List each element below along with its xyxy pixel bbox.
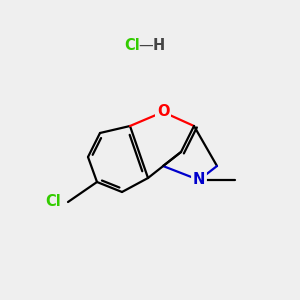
Text: —: — — [139, 38, 153, 52]
Text: Cl: Cl — [45, 194, 61, 209]
Text: N: N — [193, 172, 205, 188]
Text: O: O — [157, 104, 169, 119]
Text: H: H — [153, 38, 165, 52]
Text: Cl: Cl — [124, 38, 140, 52]
